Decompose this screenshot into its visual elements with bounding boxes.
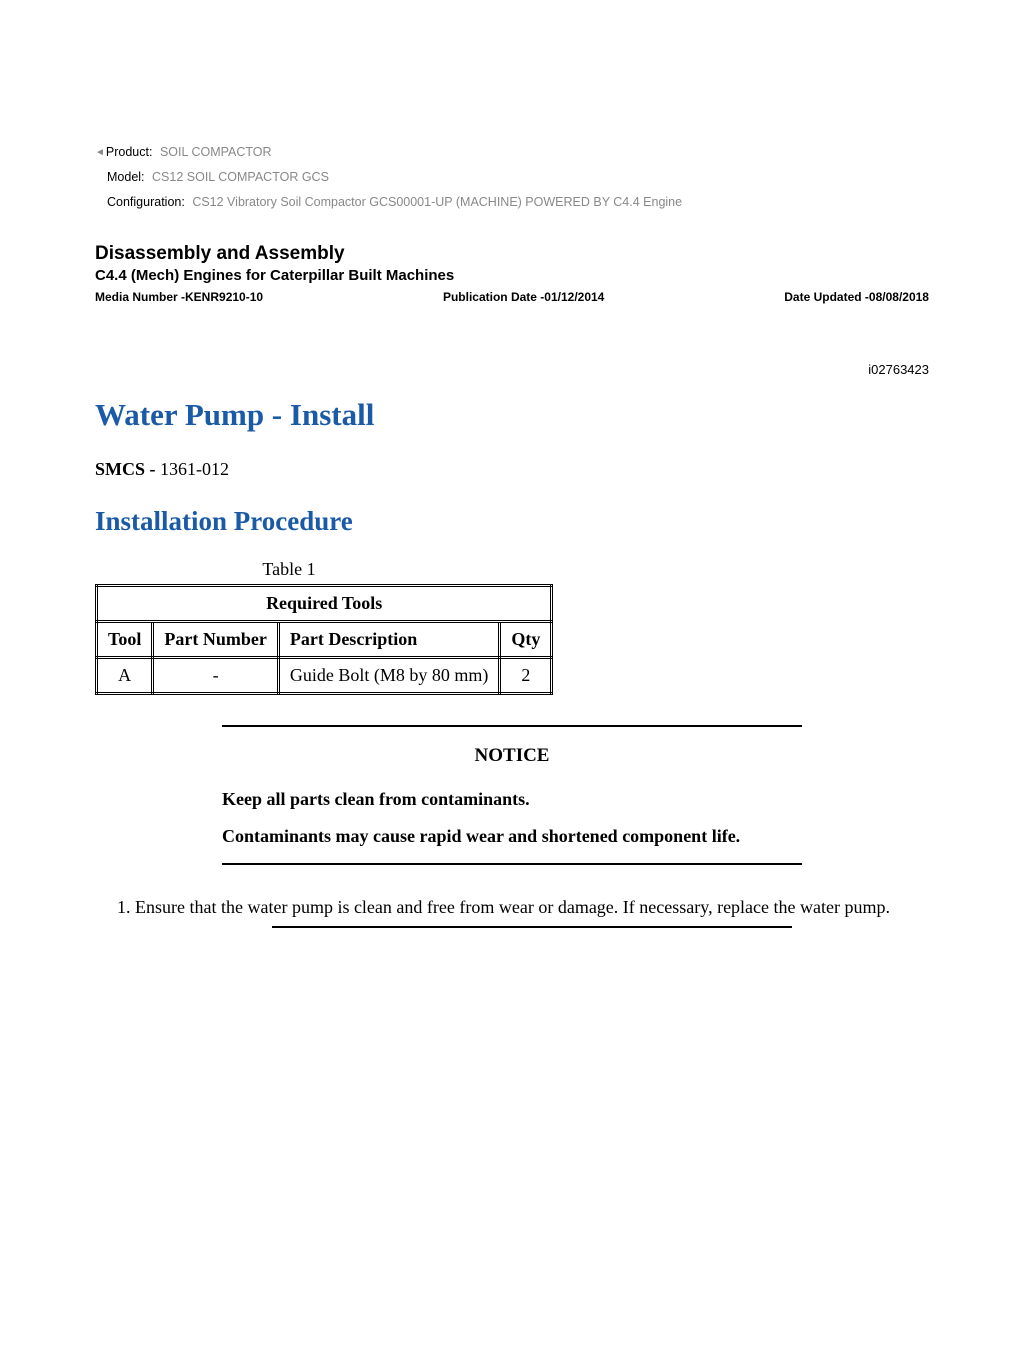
cell-qty: 2 (500, 658, 552, 694)
meta-model-label: Model: (107, 165, 145, 190)
step-item: Ensure that the water pump is clean and … (135, 895, 929, 928)
back-arrow-icon[interactable]: ◄ (95, 143, 105, 163)
meta-product-value: SOIL COMPACTOR (160, 140, 272, 165)
divider (272, 926, 792, 928)
notice-block: NOTICE Keep all parts clean from contami… (222, 725, 802, 865)
required-tools-table: Required Tools Tool Part Number Part Des… (95, 584, 553, 695)
notice-heading: NOTICE (222, 745, 802, 767)
date-updated: Date Updated -08/08/2018 (784, 290, 929, 304)
smcs-line: SMCS - 1361-012 (95, 459, 929, 480)
meta-model-value: CS12 SOIL COMPACTOR GCS (152, 165, 329, 190)
divider (222, 863, 802, 865)
cell-description: Guide Bolt (M8 by 80 mm) (278, 658, 500, 694)
required-tools-block: Table 1 Required Tools Tool Part Number … (95, 559, 929, 695)
media-number: Media Number -KENR9210-10 (95, 290, 263, 304)
meta-product-row: ◄Product: SOIL COMPACTOR (95, 140, 929, 165)
section-subtitle: C4.4 (Mech) Engines for Caterpillar Buil… (95, 267, 929, 284)
meta-config-value: CS12 Vibratory Soil Compactor GCS00001-U… (192, 190, 682, 215)
document-id: i02763423 (95, 362, 929, 377)
col-qty: Qty (500, 622, 552, 658)
metadata-block: ◄Product: SOIL COMPACTOR Model: CS12 SOI… (95, 140, 929, 215)
document-page: ◄Product: SOIL COMPACTOR Model: CS12 SOI… (0, 0, 1024, 1351)
page-title: Water Pump - Install (95, 397, 929, 433)
meta-config-row: Configuration: CS12 Vibratory Soil Compa… (95, 190, 929, 215)
col-part-number: Part Number (153, 622, 278, 658)
notice-paragraph: Keep all parts clean from contaminants. (222, 789, 802, 810)
step-text: Ensure that the water pump is clean and … (135, 897, 890, 917)
step-divider-wrap (135, 926, 929, 928)
meta-product-label: Product: (106, 140, 153, 165)
table-header-row: Tool Part Number Part Description Qty (97, 622, 552, 658)
meta-model-row: Model: CS12 SOIL COMPACTOR GCS (95, 165, 929, 190)
section-heading: Disassembly and Assembly (95, 243, 929, 265)
meta-config-label: Configuration: (107, 190, 185, 215)
table-title-cell: Required Tools (97, 586, 552, 622)
cell-tool: A (97, 658, 153, 694)
smcs-value: 1361-012 (160, 459, 229, 479)
cell-part-number: - (153, 658, 278, 694)
table-row: A - Guide Bolt (M8 by 80 mm) 2 (97, 658, 552, 694)
table-caption: Table 1 (95, 559, 483, 580)
table-title-row: Required Tools (97, 586, 552, 622)
col-tool: Tool (97, 622, 153, 658)
col-part-description: Part Description (278, 622, 500, 658)
subsection-heading: Installation Procedure (95, 506, 929, 537)
publication-date: Publication Date -01/12/2014 (443, 290, 604, 304)
smcs-label: SMCS - (95, 459, 160, 479)
divider (222, 725, 802, 727)
procedure-steps: Ensure that the water pump is clean and … (95, 895, 929, 928)
notice-paragraph: Contaminants may cause rapid wear and sh… (222, 826, 802, 847)
publication-line: Media Number -KENR9210-10 Publication Da… (95, 290, 929, 304)
